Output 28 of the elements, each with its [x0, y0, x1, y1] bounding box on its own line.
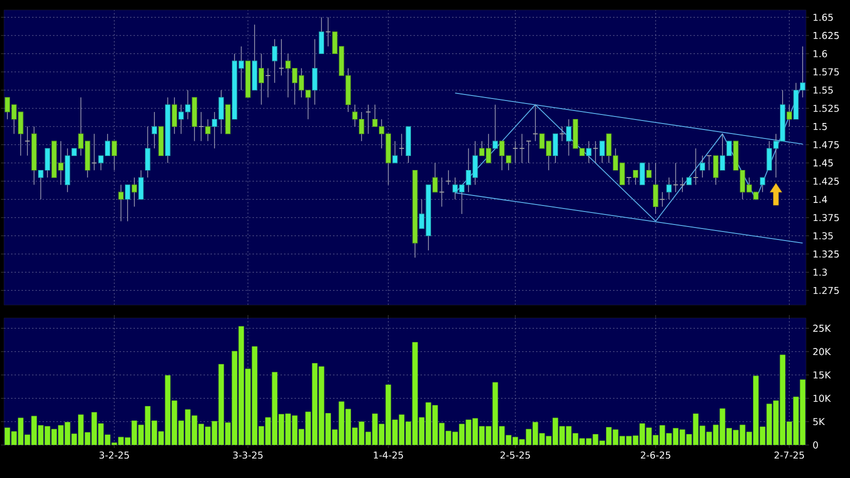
y-tick-label: 1.55 — [814, 86, 833, 94]
y-tick-label: 0 — [813, 441, 818, 449]
y-tick-label: 1.5 — [814, 123, 827, 130]
x-tick-label: 2-5-25 — [500, 452, 530, 459]
y-tick-label: 1.35 — [814, 232, 833, 240]
y-tick-label: 1.4 — [814, 196, 828, 203]
y-tick-label: 25K — [813, 324, 831, 332]
y-tick-label: 1.425 — [814, 178, 839, 185]
y-tick-label: 1.45 — [814, 159, 833, 166]
x-tick-label: 1-4-25 — [374, 452, 403, 459]
y-tick-label: 1.6 — [814, 50, 827, 58]
x-tick-label: 2-6-25 — [640, 452, 670, 459]
y-tick-label: 1.525 — [814, 104, 839, 112]
y-tick-label: 20K — [813, 348, 831, 356]
y-tick-label: 1.375 — [814, 214, 839, 222]
x-tick-label: 3-3-25 — [233, 452, 263, 459]
x-tick-label: 2-7-25 — [774, 452, 804, 459]
y-tick-label: 1.325 — [814, 250, 839, 258]
y-tick-label: 1.3 — [814, 268, 827, 276]
y-tick-label: 15K — [814, 371, 831, 378]
y-tick-label: 1.575 — [814, 68, 839, 76]
y-tick-label: 1.625 — [814, 32, 839, 40]
y-tick-label: 10K — [814, 394, 831, 402]
y-tick-label: 5K — [813, 418, 825, 426]
y-tick-label: 1.275 — [814, 286, 839, 294]
y-tick-label: 1.475 — [814, 141, 839, 148]
y-tick-label: 1.65 — [814, 14, 833, 21]
x-tick-label: 3-2-25 — [100, 452, 129, 459]
